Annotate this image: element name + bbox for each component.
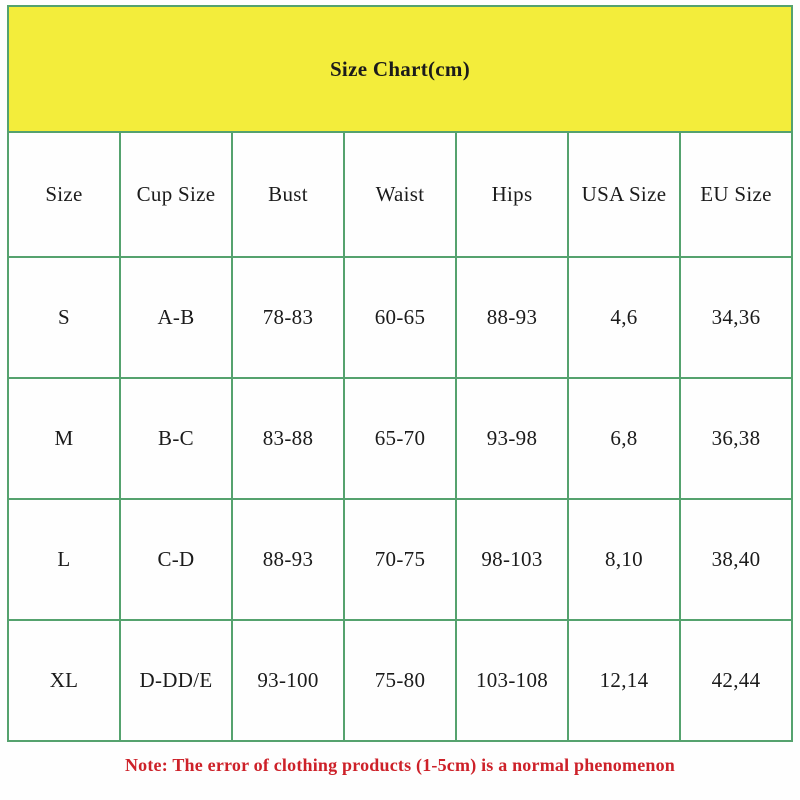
cell-size: L (7, 498, 121, 621)
col-header-eu-size: EU Size (679, 131, 793, 258)
cell-usa-size: 8,10 (567, 498, 681, 621)
cell-cup-size: B-C (119, 377, 233, 500)
cell-cup-size: C-D (119, 498, 233, 621)
col-header-usa-size: USA Size (567, 131, 681, 258)
cell-size: M (7, 377, 121, 500)
cell-usa-size: 6,8 (567, 377, 681, 500)
cell-waist: 75-80 (343, 619, 457, 742)
table-row-m: M B-C 83-88 65-70 93-98 6,8 36,38 (7, 377, 793, 500)
table-row-l: L C-D 88-93 70-75 98-103 8,10 38,40 (7, 498, 793, 621)
table-row-xl: XL D-DD/E 93-100 75-80 103-108 12,14 42,… (7, 619, 793, 742)
cell-usa-size: 4,6 (567, 256, 681, 379)
cell-hips: 93-98 (455, 377, 569, 500)
cell-cup-size: A-B (119, 256, 233, 379)
col-header-bust: Bust (231, 131, 345, 258)
col-header-size: Size (7, 131, 121, 258)
cell-bust: 88-93 (231, 498, 345, 621)
col-header-cup-size: Cup Size (119, 131, 233, 258)
col-header-hips: Hips (455, 131, 569, 258)
cell-bust: 78-83 (231, 256, 345, 379)
cell-bust: 83-88 (231, 377, 345, 500)
cell-eu-size: 36,38 (679, 377, 793, 500)
cell-eu-size: 38,40 (679, 498, 793, 621)
cell-waist: 60-65 (343, 256, 457, 379)
cell-size: S (7, 256, 121, 379)
cell-eu-size: 42,44 (679, 619, 793, 742)
header-row: Size Cup Size Bust Waist Hips USA Size E… (7, 131, 793, 258)
col-header-waist: Waist (343, 131, 457, 258)
cell-size: XL (7, 619, 121, 742)
cell-cup-size: D-DD/E (119, 619, 233, 742)
cell-hips: 88-93 (455, 256, 569, 379)
cell-hips: 103-108 (455, 619, 569, 742)
cell-usa-size: 12,14 (567, 619, 681, 742)
cell-waist: 70-75 (343, 498, 457, 621)
size-chart-table: Size Chart(cm) Size Cup Size Bust Waist … (7, 5, 793, 742)
cell-hips: 98-103 (455, 498, 569, 621)
chart-title: Size Chart(cm) (7, 5, 793, 133)
note-text: Note: The error of clothing products (1-… (124, 755, 676, 775)
title-row: Size Chart(cm) (7, 5, 793, 133)
table-row-s: S A-B 78-83 60-65 88-93 4,6 34,36 (7, 256, 793, 379)
cell-waist: 65-70 (343, 377, 457, 500)
cell-eu-size: 34,36 (679, 256, 793, 379)
cell-bust: 93-100 (231, 619, 345, 742)
